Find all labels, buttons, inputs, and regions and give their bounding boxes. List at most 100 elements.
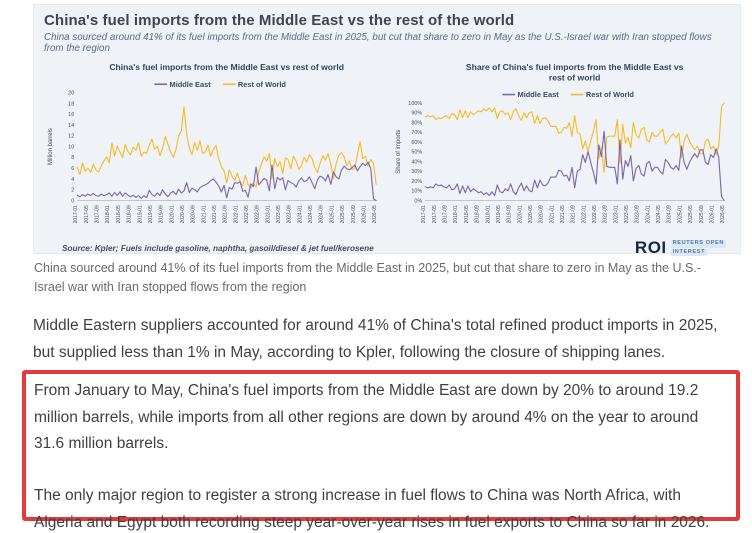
chart-title: Share of China's fuel imports from the M… — [466, 62, 684, 72]
x-tick-label: 2018-01 — [453, 205, 459, 223]
x-tick-label: 2023-09 — [287, 205, 293, 223]
x-tick-label: 2025-01 — [329, 205, 335, 223]
series-line — [424, 102, 725, 173]
chart-title: China's fuel imports from the Middle Eas… — [109, 62, 344, 72]
x-tick-label: 2020-09 — [539, 205, 545, 223]
chart-title: rest of world — [549, 73, 600, 83]
x-tick-label: 2024-09 — [319, 205, 325, 223]
x-tick-label: 2026-05 — [720, 205, 726, 223]
y-tick-label: 0% — [414, 198, 422, 204]
x-tick-label: 2026-05 — [372, 205, 378, 223]
y-tick-label: 60% — [411, 140, 422, 146]
x-tick-label: 2022-09 — [255, 205, 261, 223]
highlight-box: From January to May, China's fuel import… — [22, 370, 740, 531]
y-tick-label: 12 — [68, 134, 74, 140]
y-tick-label: 4 — [71, 177, 74, 183]
x-tick-label: 2024-09 — [667, 205, 673, 223]
series-line — [424, 130, 725, 202]
x-tick-label: 2021-01 — [201, 205, 207, 223]
x-tick-label: 2021-09 — [223, 205, 229, 223]
y-tick-label: 10 — [68, 145, 74, 151]
series-line — [76, 161, 377, 202]
x-tick-label: 2018-05 — [116, 205, 122, 223]
x-tick-label: 2021-05 — [560, 205, 566, 223]
legend-label: Middle East — [518, 90, 560, 99]
x-tick-label: 2017-05 — [84, 205, 90, 223]
series-line — [76, 106, 377, 189]
legend-label: Middle East — [170, 80, 212, 89]
x-tick-label: 2018-05 — [464, 205, 470, 223]
x-tick-label: 2023-01 — [265, 205, 271, 223]
charts-row: China's fuel imports from the Middle Eas… — [44, 58, 730, 238]
y-tick-label: 100% — [408, 101, 422, 107]
x-tick-label: 2020-05 — [180, 205, 186, 223]
y-tick-label: 30% — [411, 169, 422, 175]
legend-label: Rest of World — [238, 80, 286, 89]
x-tick-label: 2021-09 — [571, 205, 577, 223]
x-tick-label: 2020-01 — [517, 205, 523, 223]
y-tick-label: 50% — [411, 150, 422, 156]
x-tick-label: 2026-01 — [361, 205, 367, 223]
y-tick-label: 8 — [71, 155, 74, 161]
y-tick-label: 10% — [411, 189, 422, 195]
x-tick-label: 2020-05 — [528, 205, 534, 223]
roi-brand-line1: REUTERS OPEN — [670, 240, 726, 248]
x-tick-label: 2017-01 — [73, 205, 79, 223]
figure-caption: China sourced around 41% of its fuel imp… — [34, 261, 702, 295]
y-tick-label: 20% — [411, 179, 422, 185]
x-tick-label: 2024-01 — [297, 205, 303, 223]
x-tick-label: 2022-05 — [592, 205, 598, 223]
y-axis-title: Share of imports — [395, 130, 402, 174]
x-tick-label: 2026-01 — [709, 205, 715, 223]
x-tick-label: 2019-05 — [496, 205, 502, 223]
y-tick-label: 2 — [71, 188, 74, 194]
x-tick-label: 2019-01 — [137, 205, 143, 223]
x-tick-label: 2023-09 — [635, 205, 641, 223]
y-tick-label: 40% — [411, 159, 422, 165]
x-tick-label: 2019-09 — [159, 205, 165, 223]
x-tick-label: 2022-05 — [244, 205, 250, 223]
body-paragraph-2: From January to May, China's fuel import… — [34, 382, 699, 453]
body-paragraph-3: The only major region to register a stro… — [34, 486, 710, 531]
x-tick-label: 2025-05 — [688, 205, 694, 223]
chart-imports-volume: China's fuel imports from the Middle Eas… — [44, 58, 382, 238]
x-tick-label: 2023-01 — [613, 205, 619, 223]
x-tick-label: 2017-05 — [432, 205, 438, 223]
y-tick-label: 90% — [411, 111, 422, 117]
y-tick-label: 20 — [68, 91, 74, 97]
x-tick-label: 2025-01 — [677, 205, 683, 223]
y-tick-label: 16 — [68, 112, 74, 118]
x-tick-label: 2017-09 — [442, 205, 448, 223]
y-axis-title: Million barrels — [47, 128, 54, 165]
x-tick-label: 2018-01 — [105, 205, 111, 223]
x-tick-label: 2024-01 — [645, 205, 651, 223]
y-tick-label: 0 — [71, 198, 74, 204]
x-tick-label: 2017-09 — [94, 205, 100, 223]
x-tick-label: 2022-01 — [233, 205, 239, 223]
x-tick-label: 2019-01 — [485, 205, 491, 223]
x-tick-label: 2018-09 — [127, 205, 133, 223]
x-tick-label: 2023-05 — [276, 205, 282, 223]
chart-imports-share: Share of China's fuel imports from the M… — [392, 58, 730, 238]
line-chart-svg: Share of China's fuel imports from the M… — [395, 62, 726, 223]
y-tick-label: 80% — [411, 120, 422, 126]
y-tick-label: 18 — [68, 101, 74, 107]
chart-figure: China's fuel imports from the Middle Eas… — [33, 4, 741, 257]
x-tick-label: 2025-09 — [699, 205, 705, 223]
x-tick-label: 2018-09 — [475, 205, 481, 223]
figure-subtitle: China sourced around 41% of its fuel imp… — [44, 32, 712, 54]
x-tick-label: 2020-01 — [169, 205, 175, 223]
y-tick-label: 70% — [411, 130, 422, 136]
x-tick-label: 2021-01 — [549, 205, 555, 223]
roi-brand-text: REUTERS OPEN INTEREST — [670, 240, 726, 256]
x-tick-label: 2025-09 — [351, 205, 357, 223]
figure-footer: Source: Kpler; Fuels include gasoline, n… — [44, 238, 730, 258]
body-paragraph-1: Middle Eastern suppliers accounted for a… — [33, 317, 718, 361]
roi-logo: ROI REUTERS OPEN INTEREST — [635, 238, 730, 258]
x-tick-label: 2025-05 — [340, 205, 346, 223]
x-tick-label: 2022-09 — [603, 205, 609, 223]
x-tick-label: 2022-01 — [581, 205, 587, 223]
source-note: Source: Kpler; Fuels include gasoline, n… — [62, 243, 374, 253]
x-tick-label: 2017-01 — [421, 205, 427, 223]
